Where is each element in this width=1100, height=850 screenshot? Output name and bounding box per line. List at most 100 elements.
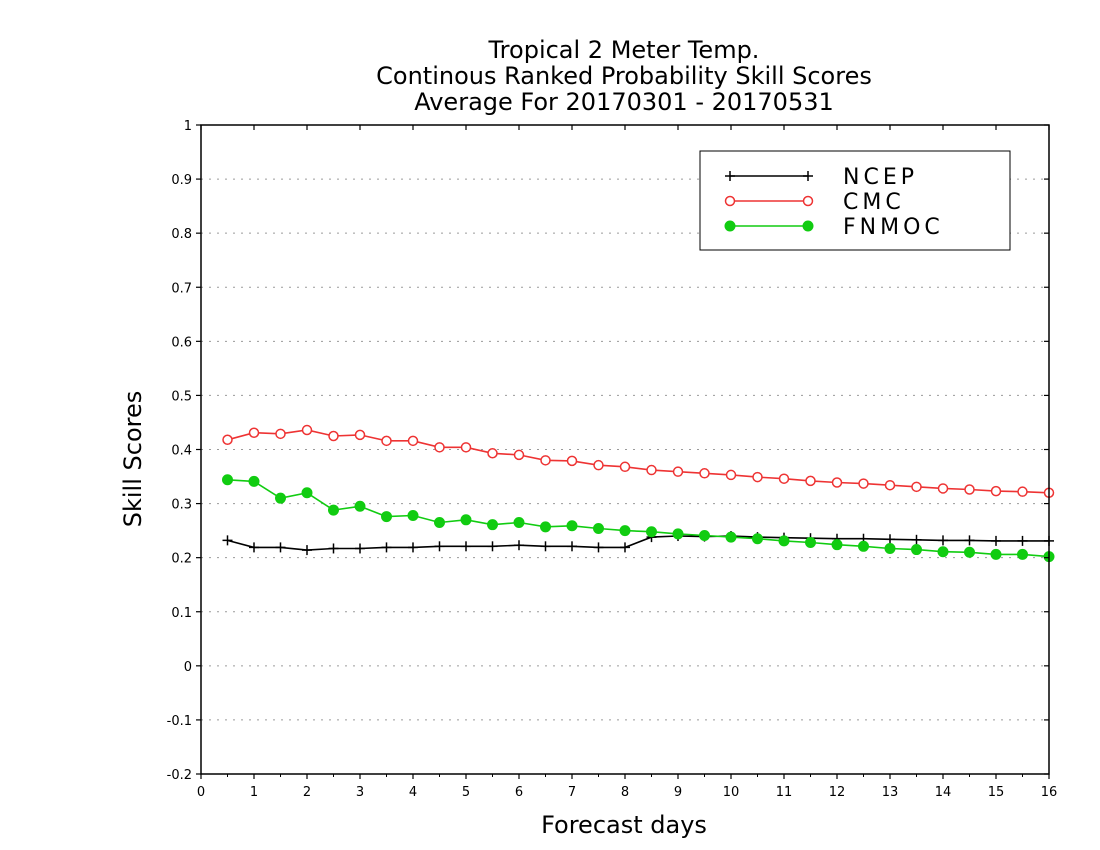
y-tick-label: 0.7	[171, 281, 192, 296]
y-tick-label: 0.6	[171, 335, 192, 350]
series-line-cmc	[227, 429, 1050, 494]
legend-item-ncep: NCEP	[725, 165, 918, 190]
data-point-fnmoc	[540, 521, 551, 533]
x-tick-label: 15	[988, 785, 1005, 800]
y-tick-label: -0.1	[167, 714, 192, 729]
data-point-cmc	[301, 424, 313, 436]
data-point-fnmoc	[381, 511, 392, 523]
data-point-cmc	[487, 448, 498, 459]
legend-marker	[802, 220, 814, 232]
data-point-fnmoc	[275, 492, 286, 504]
data-point-cmc	[964, 484, 975, 495]
data-point-cmc	[778, 473, 790, 484]
legend-item-fnmoc: FNMOC	[724, 215, 944, 240]
data-point-ncep	[593, 542, 604, 553]
data-point-cmc	[513, 449, 525, 461]
data-point-ncep	[249, 542, 259, 553]
data-point-ncep	[381, 542, 392, 553]
series-line-fnmoc	[227, 479, 1050, 558]
data-point-cmc	[381, 435, 392, 447]
data-point-ncep	[1017, 535, 1028, 546]
data-point-cmc	[831, 477, 843, 488]
data-point-cmc	[911, 481, 922, 493]
x-tick-label: 5	[462, 785, 470, 800]
data-point-cmc	[990, 485, 1002, 497]
y-tick-label: 0	[184, 660, 192, 675]
chart-title: Tropical 2 Meter Temp. Continous Ranked …	[376, 36, 872, 116]
data-point-fnmoc	[434, 517, 445, 529]
series-ncep	[222, 531, 1054, 556]
data-point-ncep	[408, 542, 418, 553]
data-point-fnmoc	[911, 544, 922, 556]
data-point-ncep	[487, 541, 498, 552]
data-point-ncep	[222, 535, 233, 546]
data-point-ncep	[302, 545, 312, 556]
data-point-fnmoc	[328, 504, 339, 516]
data-point-ncep	[991, 535, 1001, 546]
chart-title-line-2: Continous Ranked Probability Skill Score…	[376, 62, 872, 90]
legend-label-ncep: NCEP	[843, 165, 918, 190]
data-point-cmc	[328, 430, 339, 442]
data-point-fnmoc	[672, 528, 684, 540]
data-point-fnmoc	[248, 475, 260, 487]
data-point-fnmoc	[407, 509, 419, 521]
data-point-fnmoc	[222, 474, 233, 486]
data-point-ncep	[514, 540, 524, 551]
x-tick-label: 1	[250, 785, 258, 800]
data-point-cmc	[884, 479, 896, 491]
chart-title-line-1: Tropical 2 Meter Temp.	[488, 36, 760, 64]
data-point-cmc	[460, 442, 472, 453]
legend-label-cmc: CMC	[843, 190, 905, 215]
data-point-ncep	[461, 541, 471, 552]
x-tick-label: 6	[515, 785, 523, 800]
legend-label-fnmoc: FNMOC	[843, 215, 944, 240]
data-point-fnmoc	[990, 548, 1002, 560]
data-point-ncep	[355, 543, 365, 554]
series-line-ncep	[227, 535, 1049, 551]
data-point-ncep	[911, 534, 922, 545]
x-tick-label: 9	[674, 785, 682, 800]
legend-marker	[724, 195, 736, 207]
data-point-cmc	[566, 455, 578, 467]
data-point-cmc	[805, 475, 816, 487]
data-point-ncep	[434, 541, 445, 552]
data-point-cmc	[354, 429, 366, 441]
grid	[201, 178, 1049, 721]
data-point-fnmoc	[593, 522, 604, 534]
y-tick-label: 0.4	[171, 444, 192, 459]
data-point-fnmoc	[619, 525, 631, 537]
data-point-fnmoc	[805, 537, 816, 549]
data-point-fnmoc	[301, 487, 313, 499]
data-point-cmc	[434, 442, 445, 453]
chart-title-line-3: Average For 20170301 - 20170531	[414, 88, 834, 116]
data-point-fnmoc	[858, 540, 869, 552]
data-point-cmc	[858, 478, 869, 489]
data-point-cmc	[752, 471, 763, 483]
data-point-ncep	[328, 543, 339, 554]
data-point-fnmoc	[964, 546, 975, 558]
data-point-ncep	[964, 535, 975, 546]
y-tick-label: 0.3	[171, 498, 192, 513]
series-fnmoc	[222, 474, 1055, 563]
data-point-fnmoc	[699, 529, 710, 541]
legend-marker	[724, 220, 736, 232]
x-axis-label: Forecast days	[541, 811, 707, 839]
x-tick-label: 11	[776, 785, 793, 800]
series-cmc	[222, 424, 1055, 499]
x-tick-label: 4	[409, 785, 417, 800]
data-point-fnmoc	[831, 539, 843, 551]
data-point-fnmoc	[752, 533, 763, 545]
data-point-cmc	[222, 434, 233, 446]
data-point-cmc	[699, 468, 710, 479]
x-tick-label: 13	[882, 785, 899, 800]
x-tick-label: 7	[568, 785, 576, 800]
data-point-fnmoc	[513, 517, 525, 529]
data-point-cmc	[275, 428, 286, 440]
data-point-ncep	[275, 542, 286, 553]
data-point-ncep	[567, 541, 577, 552]
x-tick-label: 0	[197, 785, 205, 800]
series-layer	[222, 424, 1055, 563]
data-point-cmc	[1017, 486, 1028, 497]
data-point-ncep	[540, 541, 551, 552]
